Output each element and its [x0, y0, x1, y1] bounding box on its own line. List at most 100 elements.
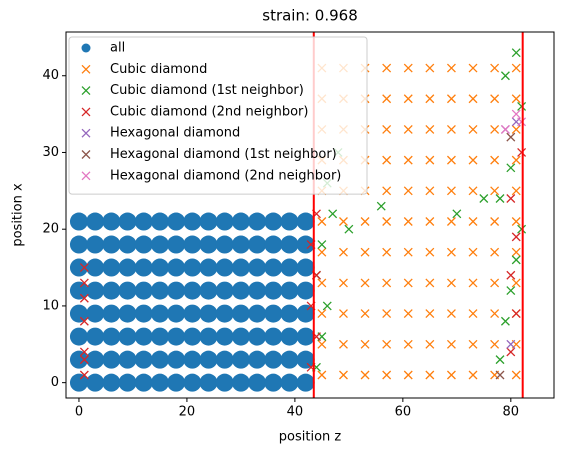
point [360, 339, 370, 349]
point [231, 281, 250, 300]
point [468, 94, 478, 104]
point [69, 212, 88, 231]
point [517, 117, 527, 127]
point [517, 148, 527, 157]
point [296, 304, 315, 323]
point [382, 217, 392, 226]
point [490, 309, 500, 319]
point [167, 373, 186, 392]
point [511, 278, 521, 288]
point [490, 94, 500, 104]
point [511, 94, 521, 104]
legend-marker [81, 64, 91, 74]
point [479, 194, 489, 203]
point [69, 350, 88, 369]
point [86, 350, 105, 369]
point [86, 304, 105, 323]
y-tick-label: 0 [51, 375, 59, 390]
point [296, 373, 315, 392]
point [339, 339, 348, 349]
point [102, 235, 121, 254]
legend-label: Hexagonal diamond (2nd neighbor) [110, 168, 341, 183]
point [248, 350, 267, 369]
legend-marker [81, 150, 91, 159]
point [102, 373, 121, 392]
point [382, 309, 392, 319]
point [183, 212, 202, 231]
point [403, 217, 413, 226]
point [134, 235, 153, 254]
legend-box [68, 36, 368, 195]
point [150, 212, 169, 231]
point [69, 327, 88, 346]
point [500, 124, 510, 134]
point [215, 304, 234, 323]
point [506, 347, 516, 357]
legend-marker [81, 171, 91, 181]
point [468, 339, 478, 349]
point [167, 304, 186, 323]
y-tick-label: 30 [42, 145, 59, 160]
point [425, 309, 435, 319]
point [248, 212, 267, 231]
point [86, 373, 105, 392]
point [317, 247, 327, 257]
point [118, 235, 137, 254]
point [446, 155, 456, 165]
point [425, 124, 435, 134]
point [79, 370, 89, 380]
point [79, 355, 89, 365]
point [264, 373, 283, 392]
x-tick-label: 40 [287, 405, 304, 420]
legend: all Cubic diamond Cubic diamond (1st neigh… [68, 36, 368, 195]
point [199, 304, 218, 323]
point [425, 339, 435, 349]
point [183, 281, 202, 300]
point [446, 94, 456, 104]
point [360, 309, 370, 319]
point [490, 63, 500, 73]
point [322, 301, 332, 311]
point [296, 235, 315, 254]
point [264, 350, 283, 369]
point [167, 258, 186, 277]
point [360, 217, 370, 226]
point [248, 281, 267, 300]
point [446, 124, 456, 134]
point [167, 327, 186, 346]
y-tick-label: 10 [42, 298, 59, 313]
point [328, 209, 338, 219]
point [490, 339, 500, 349]
point [102, 212, 121, 231]
point [215, 235, 234, 254]
point [403, 370, 413, 380]
point [215, 327, 234, 346]
point [495, 370, 505, 380]
point [452, 209, 462, 219]
point [506, 270, 516, 280]
legend-label: Hexagonal diamond (1st neighbor) [110, 147, 337, 162]
point [511, 370, 521, 380]
point [339, 370, 348, 380]
point [317, 339, 327, 349]
point [382, 155, 392, 165]
point [167, 235, 186, 254]
point [183, 350, 202, 369]
point [199, 373, 218, 392]
point [511, 155, 521, 165]
point [468, 124, 478, 134]
point [360, 247, 370, 257]
point [248, 304, 267, 323]
point [167, 212, 186, 231]
point [317, 217, 327, 226]
legend-label: Cubic diamond (2nd neighbor) [110, 104, 308, 119]
point [500, 316, 510, 326]
point [468, 370, 478, 380]
point [167, 281, 186, 300]
point [446, 370, 456, 380]
point [517, 101, 527, 111]
point [134, 258, 153, 277]
point [425, 247, 435, 257]
point [231, 327, 250, 346]
